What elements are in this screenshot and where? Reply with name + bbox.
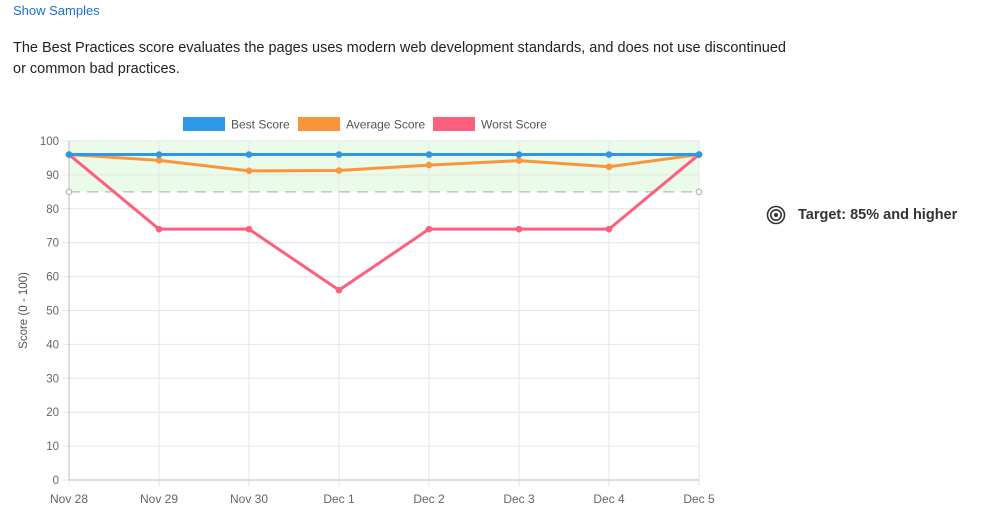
legend-swatch-best	[183, 117, 225, 131]
y-tick-label: 70	[46, 238, 59, 250]
data-point-worst	[425, 225, 433, 233]
score-chart: 0 10 20 30 40 50 60 70 80 90 100 Nov 28 Nov 29 Nov 30…	[18, 117, 715, 506]
y-tick-label: 90	[46, 170, 59, 182]
x-tick-label: Dec 5	[683, 492, 715, 506]
data-point-average	[425, 161, 433, 169]
y-axis-label: Score (0 - 100)	[18, 272, 30, 349]
y-tick-label: 40	[46, 339, 59, 351]
x-tick-label: Dec 4	[593, 492, 625, 506]
data-point-average	[515, 157, 523, 164]
data-point-best	[695, 151, 703, 158]
target-icon	[766, 205, 786, 225]
data-point-best	[515, 151, 523, 158]
x-tick-label: Dec 1	[323, 492, 355, 506]
data-point-worst	[335, 286, 343, 294]
y-tick-label: 50	[46, 306, 59, 318]
data-point-best	[425, 151, 433, 158]
y-tick-label: 80	[46, 204, 59, 216]
y-tick-label: 10	[46, 441, 59, 453]
x-tick-label: Nov 29	[140, 492, 178, 506]
data-point-average	[335, 167, 343, 174]
threshold-marker	[65, 188, 73, 196]
data-point-best	[65, 151, 73, 158]
threshold-marker	[695, 188, 703, 196]
target-indicator: Target: 85% and higher	[766, 205, 957, 225]
data-point-average	[605, 163, 613, 171]
target-label: Target: 85% and higher	[798, 207, 958, 223]
data-point-average	[245, 167, 253, 175]
x-tick-label: Nov 28	[50, 492, 88, 506]
y-tick-label: 0	[53, 475, 59, 487]
description-text: The Best Practices score evaluates the p…	[13, 40, 786, 77]
series-line-worst	[68, 153, 700, 292]
y-tick-label: 60	[46, 272, 59, 284]
legend-swatch-average	[298, 117, 340, 131]
series-line-average	[68, 153, 700, 173]
data-point-worst	[155, 225, 163, 233]
legend-label-best: Best Score	[231, 118, 290, 132]
x-tick-label: Dec 2	[413, 492, 445, 506]
x-tick-label: Nov 30	[230, 492, 268, 506]
data-point-worst	[605, 225, 613, 233]
y-tick-label: 100	[40, 136, 59, 148]
data-point-best	[245, 151, 253, 158]
data-point-best	[155, 151, 163, 158]
chart-container: 0 10 20 30 40 50 60 70 80 90 100 Nov 28 Nov 29 Nov 30…	[0, 110, 740, 522]
data-point-worst	[245, 225, 253, 233]
data-point-average	[155, 157, 163, 164]
legend-label-average: Average Score	[346, 118, 425, 132]
show-samples-link[interactable]: Show Samples	[13, 3, 100, 18]
legend-swatch-worst	[433, 117, 475, 131]
data-point-best	[335, 151, 343, 158]
data-point-worst	[515, 225, 523, 233]
x-tick-label: Dec 3	[503, 492, 535, 506]
y-tick-label: 30	[46, 373, 59, 385]
data-point-best	[605, 151, 613, 158]
legend-label-worst: Worst Score	[481, 118, 547, 132]
y-tick-label: 20	[46, 407, 59, 419]
